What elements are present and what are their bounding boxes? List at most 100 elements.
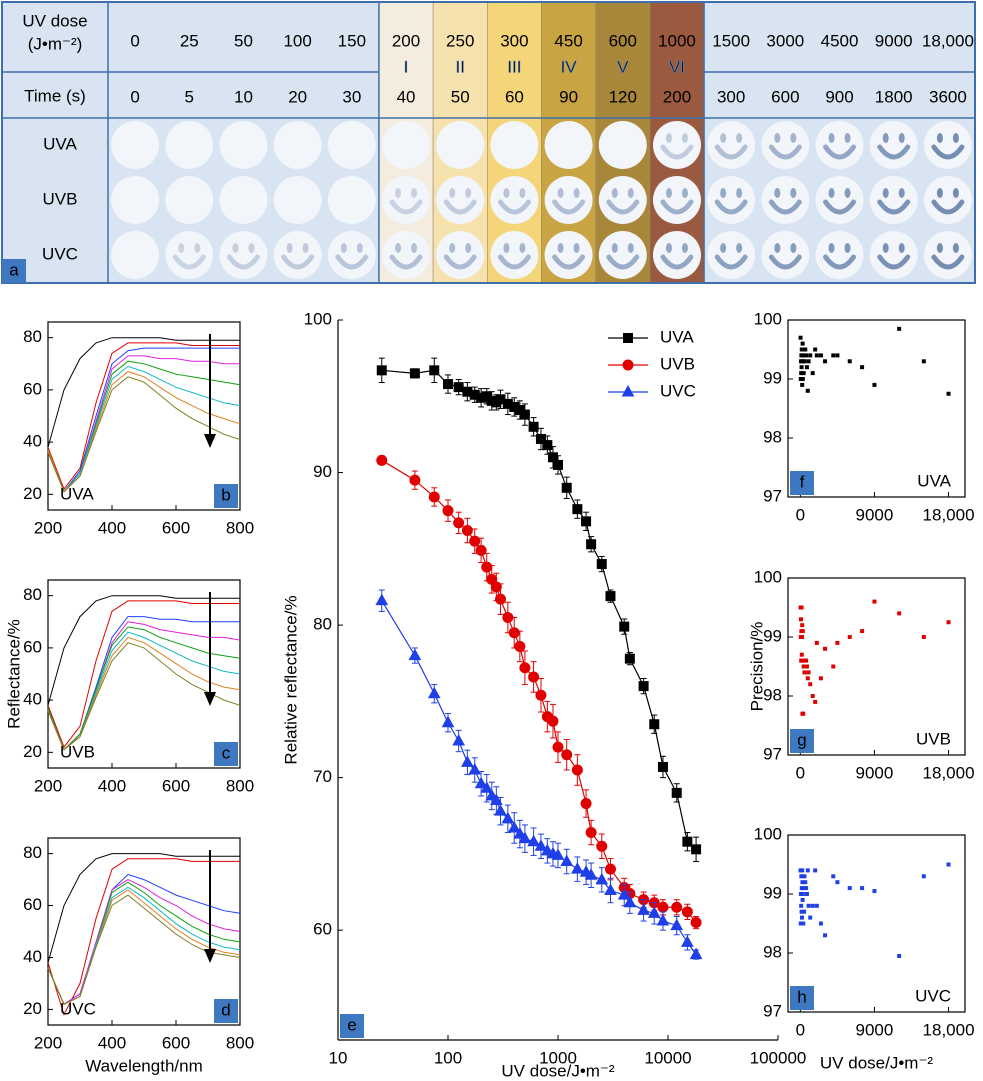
data-point (547, 452, 558, 463)
series-line (47, 365, 241, 493)
row-label: UVA (43, 134, 77, 153)
scatter-point (818, 353, 823, 358)
y-axis-label: Precision/% (747, 622, 766, 712)
data-point (560, 854, 574, 867)
scatter-point (800, 629, 805, 634)
panel-annotation: UVA (917, 471, 951, 490)
data-point (475, 544, 487, 556)
dose-value: 150 (338, 31, 366, 50)
data-point (534, 839, 548, 851)
data-point (474, 776, 488, 789)
panel-annotation: UVA (60, 484, 94, 503)
scatter-point (801, 371, 806, 376)
data-point (571, 862, 584, 874)
smiley-mouth (714, 254, 748, 270)
smiley-eye (952, 188, 959, 198)
x-tick-label: 200 (34, 1033, 62, 1052)
y-tick-label: 20 (23, 999, 42, 1018)
scatter-point (799, 605, 804, 610)
smiley-eye (790, 133, 797, 143)
panel-letter: a (9, 260, 19, 279)
scatter-point (823, 646, 828, 651)
smiley-mouth (714, 144, 748, 160)
y-tick-label: 97 (763, 744, 782, 763)
x-tick-label: 400 (98, 1033, 126, 1052)
smiley-eye (681, 243, 688, 253)
panel-letter-box (214, 742, 238, 766)
y-tick-label: 60 (313, 920, 332, 939)
row-label: UVC (42, 244, 78, 263)
smiley-disc (761, 176, 810, 224)
smiley-eye (936, 243, 943, 253)
dose-value: 200 (392, 31, 420, 50)
smiley-disc (273, 121, 322, 169)
data-point (489, 793, 503, 806)
data-point (441, 715, 455, 728)
smiley-eye (573, 243, 580, 253)
y-tick-label: 97 (763, 1001, 782, 1020)
smiley-eye (774, 243, 781, 253)
scatter-point (802, 874, 807, 879)
scatter-point (798, 617, 803, 622)
data-point (553, 459, 563, 470)
smiley-eye (627, 243, 634, 253)
panel-letter-box (2, 259, 26, 283)
time-value: 90 (559, 87, 578, 106)
smiley-eye (952, 133, 959, 143)
y-tick-label: 80 (313, 615, 332, 634)
scatter-point (798, 377, 803, 381)
smiley-eye (465, 188, 472, 198)
x-tick-label: 18,000 (923, 763, 975, 782)
smiley-disc (327, 231, 376, 279)
smiley-disc (219, 176, 268, 224)
smiley-eye (411, 188, 418, 198)
x-axis-label: UV dose/J•m⁻² (501, 1061, 615, 1080)
smiley-mouth (931, 199, 965, 215)
smiley-disc (923, 231, 972, 279)
data-point (605, 591, 616, 602)
data-point (623, 895, 637, 908)
smiley-disc (273, 231, 322, 279)
y-tick-label: 98 (763, 942, 782, 961)
scatter-point (802, 353, 807, 358)
smiley-eye (665, 188, 672, 198)
smiley-mouth (768, 254, 802, 270)
scatter-point (835, 640, 840, 645)
scatter-point (847, 359, 852, 364)
scatter-point (860, 365, 865, 370)
scatter-point (800, 341, 805, 346)
panel-letter: g (797, 730, 806, 749)
y-tick-label: 99 (763, 368, 782, 387)
smiley-disc (165, 176, 214, 224)
y-tick-label: 60 (23, 379, 42, 398)
panel-annotation: UVB (60, 742, 95, 761)
smiley-eye (681, 133, 688, 143)
scatter-point (802, 658, 807, 663)
smiley-eye (449, 243, 456, 253)
data-point (452, 733, 466, 746)
panel-annotation: UVC (60, 999, 96, 1018)
dose-value: 4500 (821, 31, 859, 50)
scatter-point (831, 874, 836, 879)
y-tick-label: 80 (23, 843, 42, 862)
data-point (535, 689, 547, 701)
smiley-disc (869, 176, 918, 224)
x-tick-label: 9000 (856, 505, 894, 524)
smiley-disc (165, 121, 214, 169)
data-point (409, 474, 421, 486)
data-point (596, 840, 608, 852)
smiley-eye (736, 188, 743, 198)
smiley-disc (165, 231, 214, 279)
smiley-disc (652, 176, 701, 224)
scatter-point (802, 359, 807, 364)
scatter-point (800, 623, 805, 628)
y-tick-label: 98 (763, 427, 782, 446)
smiley-eye (828, 243, 835, 253)
panel-letter-box (214, 999, 238, 1023)
smiley-eye (395, 243, 402, 253)
x-tick-label: 0 (796, 505, 805, 524)
smiley-eye (844, 133, 851, 143)
panel-letter-box (790, 729, 814, 753)
series-line (47, 631, 241, 751)
data-point (480, 781, 494, 793)
